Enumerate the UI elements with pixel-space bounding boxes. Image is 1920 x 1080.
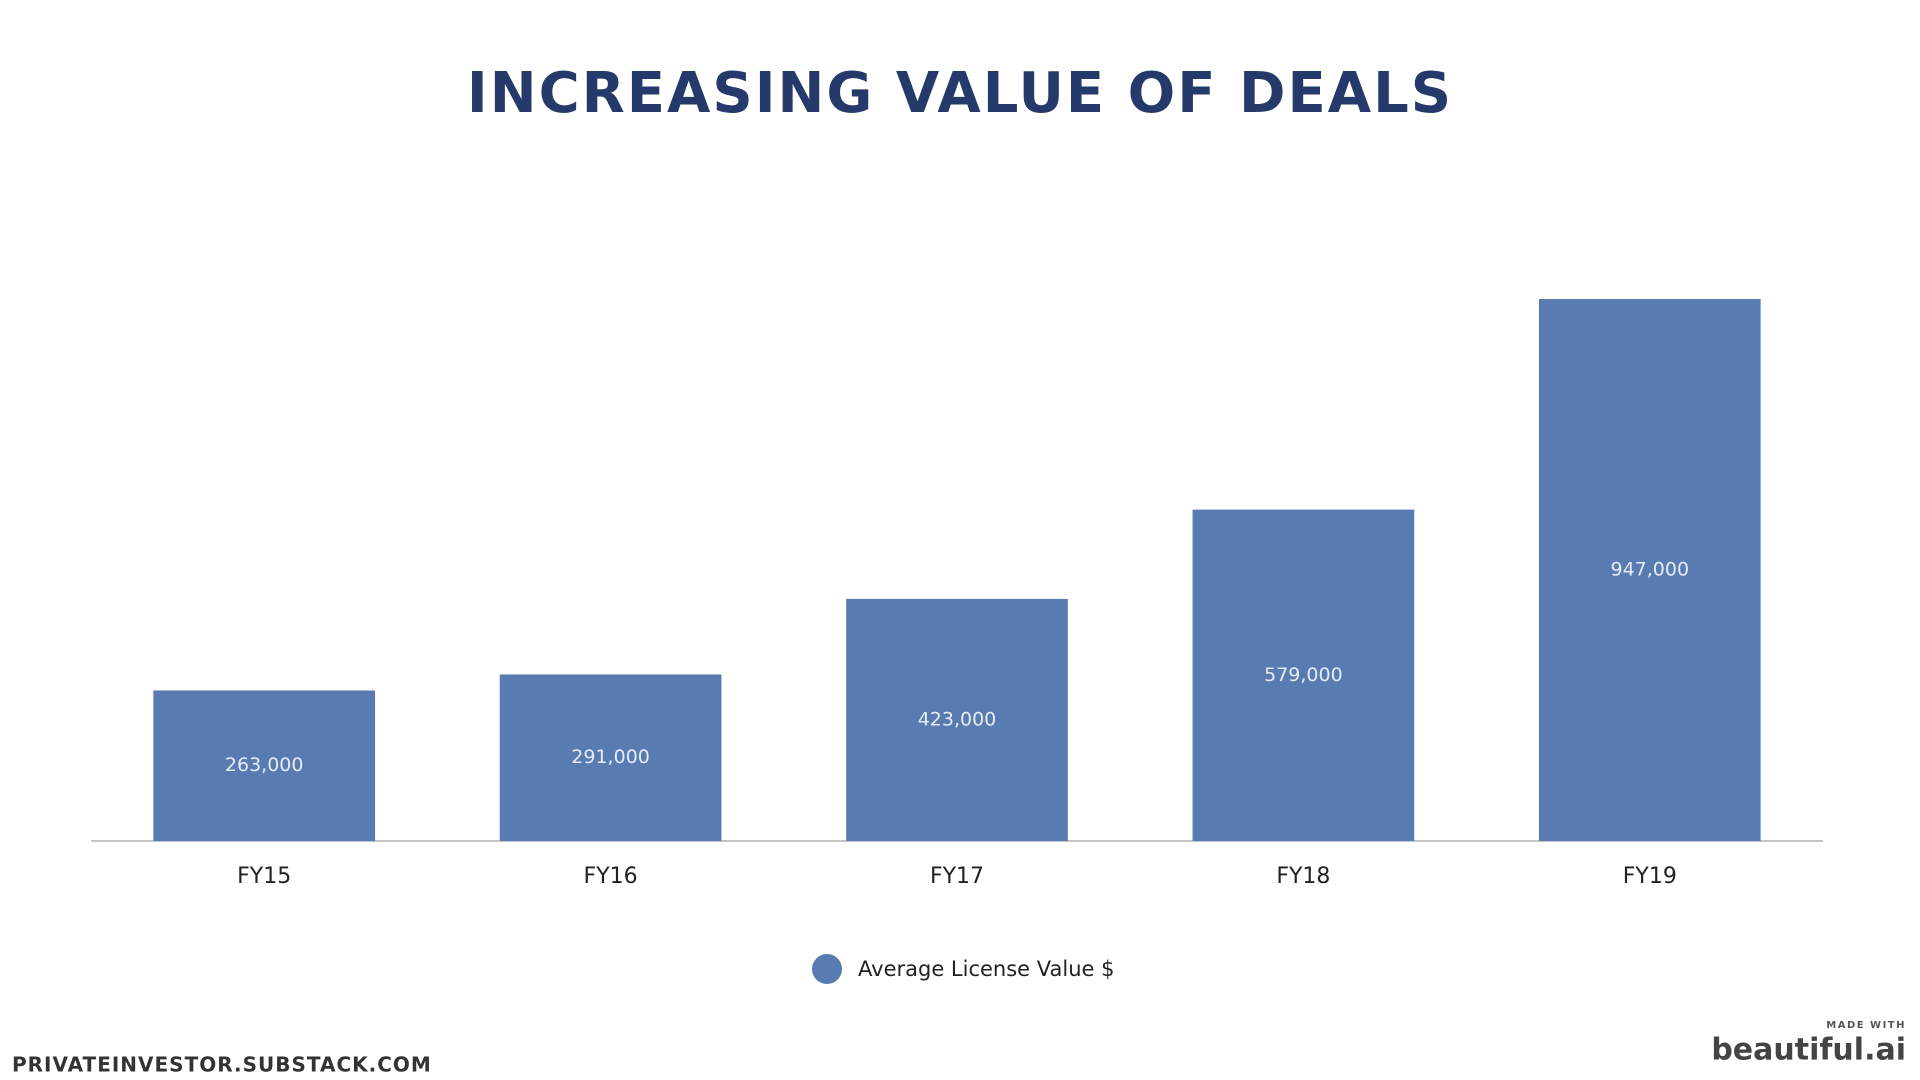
source: PRIVATEINVESTOR.SUBSTACK.COM: [12, 1053, 432, 1077]
x-tick-label: FY18: [1276, 864, 1330, 889]
brand: beautiful.ai: [1711, 1033, 1906, 1068]
value-label: 291,000: [571, 746, 650, 768]
value-label: 947,000: [1611, 559, 1690, 581]
bar: [499, 674, 722, 841]
legend-label: Average License Value $: [858, 957, 1114, 981]
legend-marker: [812, 954, 842, 984]
value-label: 579,000: [1264, 664, 1343, 686]
bar: [1538, 299, 1761, 841]
bar: [1192, 509, 1415, 841]
bar: [153, 690, 376, 841]
made-with: MADE WITH: [1826, 1020, 1906, 1031]
value-label: 263,000: [225, 754, 304, 776]
x-tick-label: FY15: [237, 864, 291, 889]
bar: [846, 598, 1068, 841]
x-tick-label: FY17: [930, 864, 984, 889]
x-tick-label: FY19: [1623, 864, 1677, 889]
chart-title: INCREASING VALUE OF DEALS: [467, 61, 1453, 126]
value-label: 423,000: [918, 708, 997, 730]
x-tick-label: FY16: [584, 864, 638, 889]
